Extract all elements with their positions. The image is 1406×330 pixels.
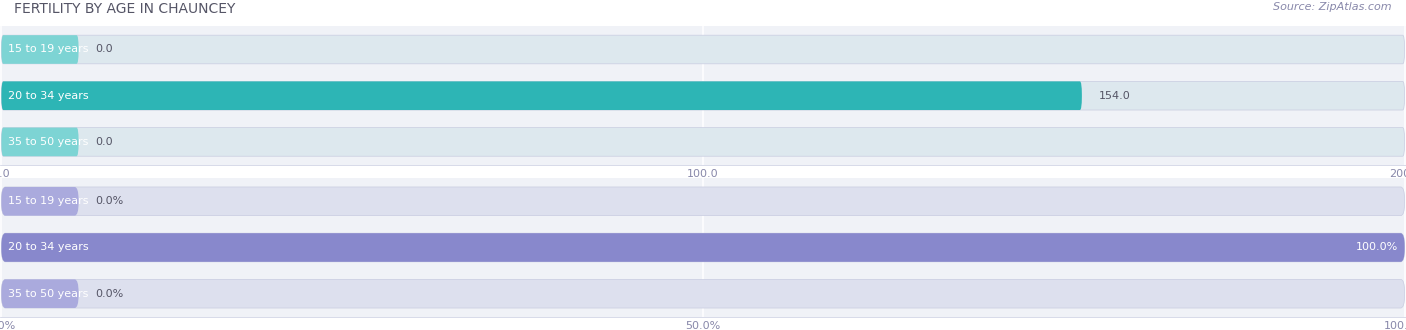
Text: 0.0: 0.0 <box>96 45 112 54</box>
FancyBboxPatch shape <box>1 35 1405 64</box>
FancyBboxPatch shape <box>1 187 1405 215</box>
Text: 15 to 19 years: 15 to 19 years <box>8 45 89 54</box>
FancyBboxPatch shape <box>1 187 79 215</box>
Text: 0.0%: 0.0% <box>96 289 124 299</box>
Text: 0.0: 0.0 <box>96 137 112 147</box>
Text: Source: ZipAtlas.com: Source: ZipAtlas.com <box>1274 2 1392 12</box>
FancyBboxPatch shape <box>1 128 1405 156</box>
Text: 35 to 50 years: 35 to 50 years <box>8 137 89 147</box>
FancyBboxPatch shape <box>1 280 1405 308</box>
Text: 0.0%: 0.0% <box>96 196 124 206</box>
Text: 20 to 34 years: 20 to 34 years <box>8 243 89 252</box>
Text: FERTILITY BY AGE IN CHAUNCEY: FERTILITY BY AGE IN CHAUNCEY <box>14 2 235 16</box>
Text: 35 to 50 years: 35 to 50 years <box>8 289 89 299</box>
Text: 154.0: 154.0 <box>1098 91 1130 101</box>
FancyBboxPatch shape <box>1 233 1405 262</box>
Text: 100.0%: 100.0% <box>1355 243 1398 252</box>
FancyBboxPatch shape <box>1 82 1081 110</box>
FancyBboxPatch shape <box>1 82 1405 110</box>
Text: 15 to 19 years: 15 to 19 years <box>8 196 89 206</box>
FancyBboxPatch shape <box>1 233 1405 262</box>
FancyBboxPatch shape <box>1 280 79 308</box>
FancyBboxPatch shape <box>1 128 79 156</box>
FancyBboxPatch shape <box>1 35 79 64</box>
Text: 20 to 34 years: 20 to 34 years <box>8 91 89 101</box>
